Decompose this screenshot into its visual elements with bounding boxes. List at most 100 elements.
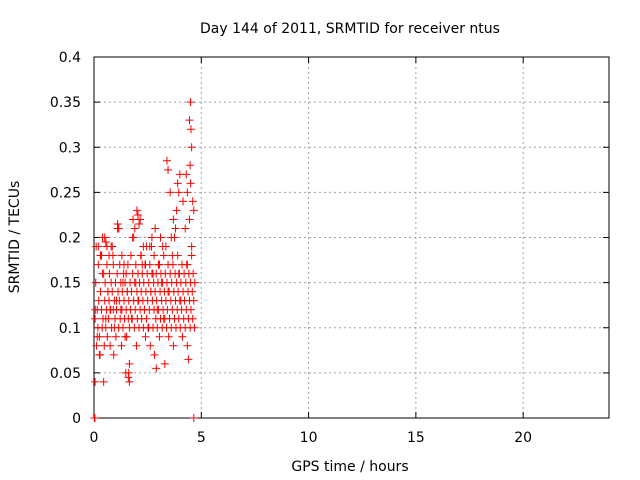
x-tick-label: 0 [90,430,99,446]
data-point [153,305,162,314]
data-point [139,242,148,251]
data-point [122,269,131,278]
data-point [188,314,197,323]
data-point [152,364,161,373]
data-point [159,251,168,260]
data-point [146,341,155,350]
data-point [150,251,159,260]
data-point [124,368,133,377]
data-point [133,210,142,219]
data-point [169,215,178,224]
data-point [120,260,129,269]
data-point [187,251,196,260]
data-point [178,332,187,341]
data-point [90,414,99,422]
data-point [162,156,171,165]
data-point [98,233,107,242]
data-point [105,251,114,260]
data-point [150,350,159,359]
data-point [185,116,194,125]
data-point [174,188,183,197]
data-point [167,233,176,242]
data-point [186,125,195,134]
data-point [186,305,195,314]
data-point [95,350,104,359]
data-point [164,332,173,341]
data-point [132,206,141,215]
data-point [183,341,192,350]
data-point [127,314,136,323]
data-point [181,224,190,233]
data-point [135,219,144,228]
data-point [160,359,169,368]
data-point [136,215,145,224]
data-point [130,224,139,233]
x-axis-label: GPS time / hours [291,459,408,475]
data-point [147,233,156,242]
data-point [189,269,198,278]
data-point [142,314,151,323]
data-point [140,305,149,314]
data-point [116,305,125,314]
data-point [91,377,100,386]
y-tick-label: 0.35 [50,95,81,111]
data-point [111,332,120,341]
data-point [187,143,196,152]
data-point [103,332,112,341]
data-point [189,206,198,215]
data-point [186,98,195,107]
x-tick-label: 20 [514,430,532,446]
data-point [159,314,168,323]
data-point [101,238,110,247]
x-tick-label: 5 [197,430,206,446]
data-point [133,296,142,305]
data-point [91,278,100,287]
data-point [183,188,192,197]
data-point [151,224,160,233]
data-point [154,260,163,269]
data-point [96,287,105,296]
y-tick-label: 0.05 [50,366,81,382]
data-point [99,377,108,386]
data-point [125,359,134,368]
data-point [128,233,137,242]
data-point [172,206,181,215]
data-point [164,287,173,296]
data-point [114,224,123,233]
y-tick-label: 0.3 [59,140,81,156]
y-tick-label: 0.1 [59,321,81,337]
chart-title: Day 144 of 2011, SRMTID for receiver ntu… [200,21,500,37]
data-point [91,314,100,323]
data-point [106,305,115,314]
y-axis-label: SRMTID / TECUs [7,181,23,294]
data-point [107,242,116,251]
data-point [164,165,173,174]
data-point [137,251,146,260]
data-point [132,341,141,350]
data-point [188,287,197,296]
data-point [156,233,165,242]
data-point [141,332,150,341]
data-point [112,296,121,305]
data-point [141,260,150,269]
data-point [91,305,100,314]
data-point [109,350,118,359]
data-point [144,323,153,332]
data-point [190,278,199,287]
data-point [169,341,178,350]
data-point [174,269,183,278]
data-point [179,197,188,206]
data-point [117,341,126,350]
y-tick-label: 0.2 [59,231,81,247]
data-point [110,323,119,332]
data-point [96,251,105,260]
data-point [121,332,130,341]
data-point [155,332,164,341]
data-point [103,287,112,296]
data-point [186,161,195,170]
data-point [113,219,122,228]
data-point [176,296,185,305]
data-point [149,269,158,278]
y-tick-label: 0.15 [50,276,81,292]
